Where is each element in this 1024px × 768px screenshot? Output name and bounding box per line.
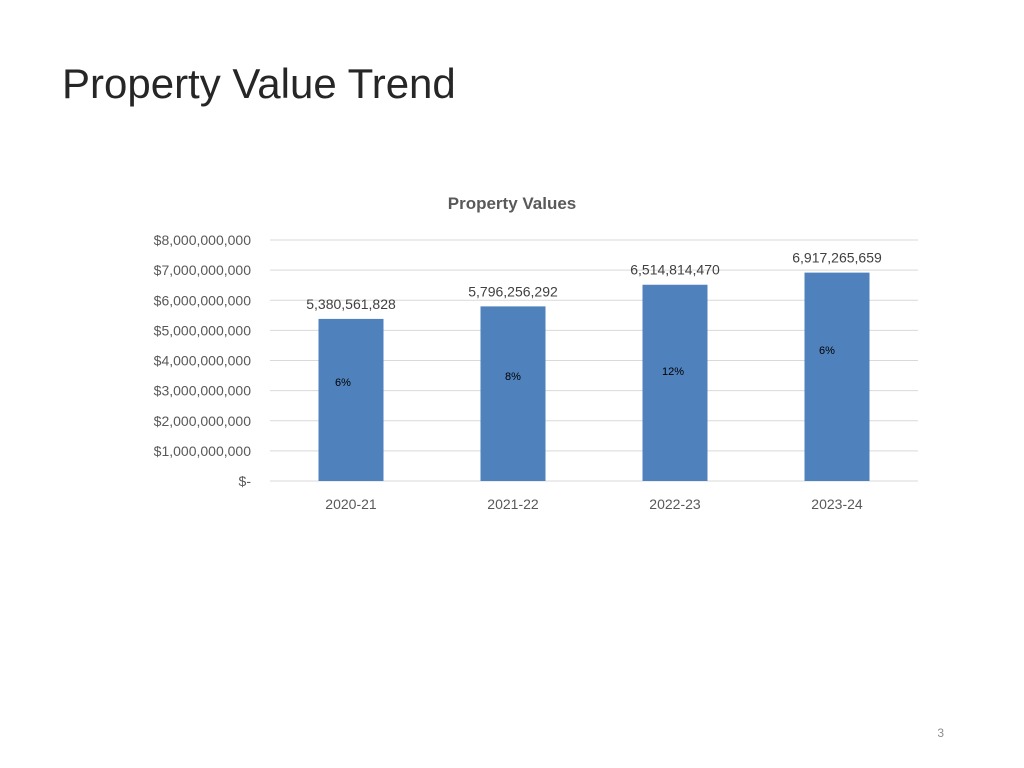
growth-percent-label: 6% bbox=[335, 377, 351, 389]
slide-title: Property Value Trend bbox=[62, 60, 456, 107]
growth-percent-label: 6% bbox=[819, 345, 835, 357]
y-tick-label: $6,000,000,000 bbox=[154, 292, 252, 308]
chart-title: Property Values bbox=[448, 194, 577, 213]
data-labels: 5,380,561,828 5,796,256,292 6,514,814,470 6… bbox=[306, 250, 882, 389]
x-tick-label: 2021-22 bbox=[487, 496, 539, 512]
y-tick-label: $3,000,000,000 bbox=[154, 383, 252, 399]
x-tick-label: 2020-21 bbox=[325, 496, 377, 512]
bars bbox=[318, 272, 870, 481]
page-number: 3 bbox=[937, 726, 944, 740]
bar bbox=[318, 318, 384, 481]
y-tick-label: $4,000,000,000 bbox=[154, 353, 252, 369]
x-tick-label: 2022-23 bbox=[649, 496, 701, 512]
bar-value-label: 5,380,561,828 bbox=[306, 296, 396, 312]
bar bbox=[804, 272, 870, 481]
bar-value-label: 5,796,256,292 bbox=[468, 283, 558, 299]
x-axis-tick-labels: 2020-21 2021-22 2022-23 2023-24 bbox=[325, 496, 863, 512]
bar bbox=[480, 306, 546, 481]
y-tick-label: $8,000,000,000 bbox=[154, 232, 252, 248]
y-axis-tick-labels: $- $1,000,000,000 $2,000,000,000 $3,000,000… bbox=[154, 232, 252, 489]
y-tick-label: $7,000,000,000 bbox=[154, 262, 252, 278]
x-tick-label: 2023-24 bbox=[811, 496, 863, 512]
y-tick-label: $- bbox=[239, 473, 252, 489]
y-tick-label: $1,000,000,000 bbox=[154, 443, 252, 459]
y-tick-label: $2,000,000,000 bbox=[154, 413, 252, 429]
y-tick-label: $5,000,000,000 bbox=[154, 322, 252, 338]
growth-percent-label: 8% bbox=[505, 371, 521, 383]
bar bbox=[642, 284, 708, 481]
bar-value-label: 6,514,814,470 bbox=[630, 262, 720, 278]
bar-value-label: 6,917,265,659 bbox=[792, 250, 882, 266]
growth-percent-label: 12% bbox=[662, 366, 684, 378]
